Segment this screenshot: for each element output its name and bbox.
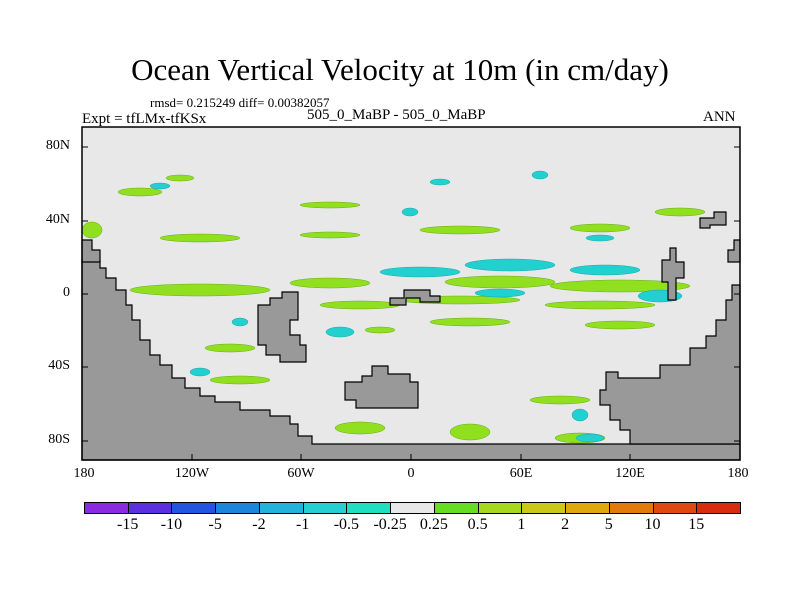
map-title: Ocean Vertical Velocity at 10m (in cm/da… xyxy=(131,52,669,87)
green-patch xyxy=(159,233,241,243)
experiment-label: Expt = tfLMx-tfKSx xyxy=(82,111,207,127)
green-patch xyxy=(165,174,195,182)
eastern-peninsula xyxy=(661,247,685,301)
cyan-patch xyxy=(189,367,211,377)
green-patch xyxy=(289,277,371,289)
green-patch xyxy=(334,421,386,435)
green-patch xyxy=(529,395,591,405)
colorbar-label: 15 xyxy=(688,516,705,533)
green-patch xyxy=(419,225,501,235)
colorbar-label: 0.25 xyxy=(419,516,448,533)
colorbar-swatch xyxy=(390,502,435,514)
equatorial-island xyxy=(389,289,441,306)
colorbar-swatch xyxy=(258,502,304,514)
green-patch xyxy=(319,300,401,310)
green-patch xyxy=(364,326,396,334)
colorbar-swatch xyxy=(433,502,479,514)
negative-velocity-patches xyxy=(149,170,683,443)
green-patch xyxy=(204,343,256,353)
colorbar-label: 1 xyxy=(517,516,526,533)
colorbar-swatch xyxy=(696,502,741,514)
cyan-patch xyxy=(379,266,461,278)
colorbar-swatch xyxy=(346,502,392,514)
colorbar-label: 2 xyxy=(561,516,570,533)
green-patch xyxy=(549,279,691,293)
x-tick-label: 0 xyxy=(407,466,415,481)
cyan-patch xyxy=(474,288,526,298)
green-patch xyxy=(429,317,511,327)
cyan-patch xyxy=(149,182,171,190)
cyan-patch xyxy=(401,207,419,217)
southern-landmass xyxy=(81,259,741,461)
cyan-patch xyxy=(531,170,549,180)
cyan-patch xyxy=(429,178,451,186)
central-island-west xyxy=(257,291,307,363)
colorbar-label: -0.5 xyxy=(333,516,360,533)
x-tick-label: 120E xyxy=(615,466,645,481)
y-tick-label: 40N xyxy=(45,212,70,227)
colorbar-label: -2 xyxy=(252,516,266,533)
green-patch xyxy=(117,187,163,197)
colorbar-swatch xyxy=(171,502,217,514)
cyan-patch xyxy=(569,264,641,276)
green-patch xyxy=(129,283,271,297)
x-tick-label: 180 xyxy=(73,466,95,481)
colorbar-swatch xyxy=(127,502,173,514)
colorbar-label: -0.25 xyxy=(373,516,407,533)
green-patch xyxy=(569,223,631,233)
colorbar-label: 5 xyxy=(604,516,613,533)
x-tick-label: 180 xyxy=(727,466,749,481)
colorbar-swatch xyxy=(565,502,610,514)
colorbar-swatch xyxy=(608,502,654,514)
cyan-patch xyxy=(231,317,249,327)
green-patch xyxy=(444,275,556,289)
colorbar-swatch xyxy=(652,502,698,514)
green-patch xyxy=(544,300,656,310)
colorbar-swatch xyxy=(521,502,567,514)
x-tick-label: 60E xyxy=(509,466,533,481)
green-patch xyxy=(81,221,103,239)
green-patch xyxy=(449,423,491,441)
southern-ocean-island xyxy=(344,365,419,409)
green-patch xyxy=(209,375,271,385)
cyan-patch xyxy=(571,408,589,422)
colorbar-label: -15 xyxy=(117,516,139,533)
green-patch xyxy=(584,320,656,330)
green-patch xyxy=(654,207,706,217)
green-patch xyxy=(299,201,361,209)
y-axis-ticks xyxy=(82,146,740,442)
colorbar-label: -1 xyxy=(295,516,310,533)
cyan-patch xyxy=(464,258,556,272)
y-tick-label: 40S xyxy=(48,358,70,373)
x-axis-ticks xyxy=(81,454,741,460)
x-tick-label: 120W xyxy=(174,466,210,481)
positive-velocity-patches xyxy=(81,174,706,444)
cyan-patch xyxy=(585,234,615,242)
colorbar-swatch xyxy=(477,502,523,514)
colorbar-label: -10 xyxy=(160,516,183,533)
cyan-patch xyxy=(325,326,355,338)
colorbar-swatch xyxy=(302,502,348,514)
northeast-islet xyxy=(699,211,727,229)
case-label: 505_0_MaBP - 505_0_MaBP xyxy=(307,107,486,123)
eastern-landmass xyxy=(599,284,741,445)
y-tick-label: 80S xyxy=(48,432,70,447)
y-tick-label: 0 xyxy=(63,285,70,300)
colorbar-label: 0.5 xyxy=(467,516,488,533)
cyan-patch xyxy=(575,433,605,443)
colorbar-label: 10 xyxy=(644,516,661,533)
x-tick-label: 60W xyxy=(287,466,315,481)
colorbar-swatch xyxy=(84,502,129,514)
green-patch xyxy=(299,231,361,239)
colorbar-swatch xyxy=(215,502,260,514)
y-tick-label: 80N xyxy=(45,138,70,153)
stats-label: rmsd= 0.215249 diff= 0.00382057 xyxy=(150,95,330,110)
season-label: ANN xyxy=(703,109,736,125)
colorbar-label: -5 xyxy=(208,516,222,533)
land-masses xyxy=(81,211,741,461)
